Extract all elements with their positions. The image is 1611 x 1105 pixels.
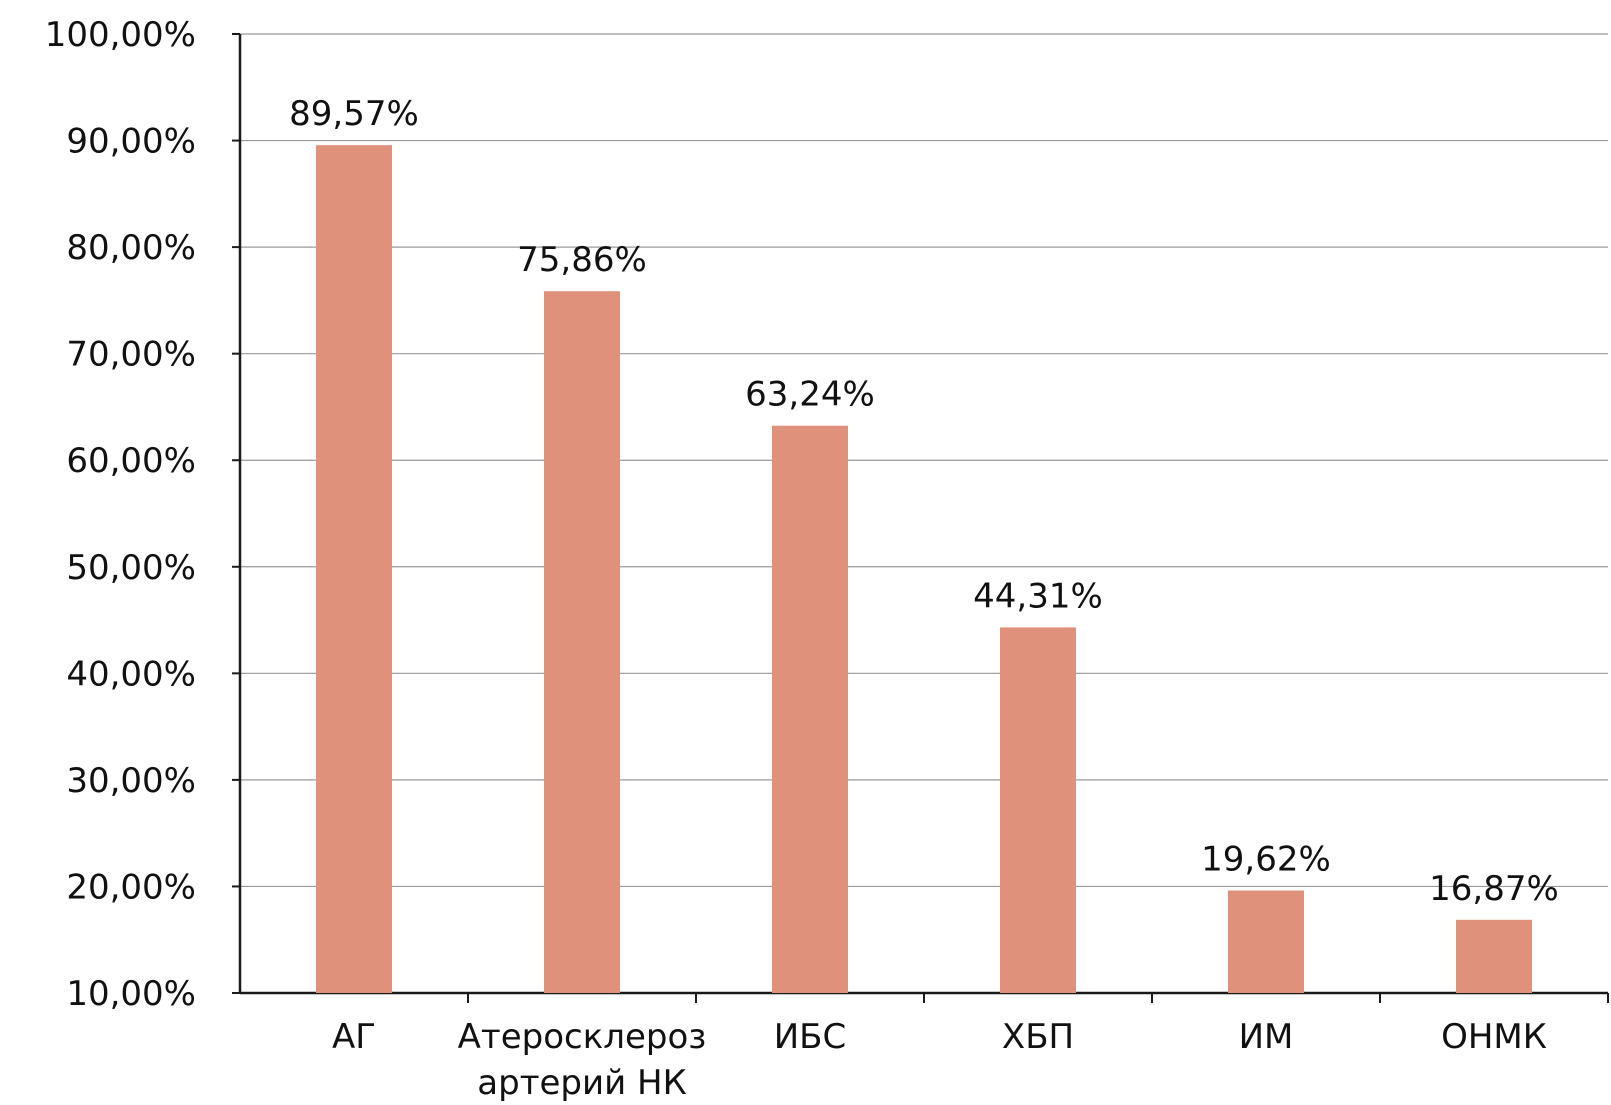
data-label: 89,57% (289, 94, 419, 134)
data-label: 63,24% (745, 375, 875, 415)
data-label: 16,87% (1429, 869, 1559, 909)
bar (772, 425, 848, 993)
x-category-label: Атеросклероз (458, 1017, 707, 1057)
data-label: 44,31% (973, 576, 1103, 616)
x-category-label: артерий НК (477, 1063, 686, 1103)
bar (1456, 919, 1532, 993)
y-tick-label: 60,00% (66, 441, 196, 481)
y-tick-label: 70,00% (66, 335, 196, 375)
x-category-label: ИМ (1239, 1017, 1294, 1057)
x-category-label: ИБС (774, 1017, 847, 1057)
x-category-label: АГ (332, 1017, 376, 1057)
y-tick-label: 20,00% (66, 867, 196, 907)
y-tick-label: 40,00% (66, 654, 196, 694)
data-label: 19,62% (1201, 839, 1331, 879)
y-tick-label: 30,00% (66, 761, 196, 801)
y-tick-label: 100,00% (45, 15, 196, 55)
y-tick-label: 50,00% (66, 548, 196, 588)
bar (316, 145, 392, 993)
bar (544, 291, 620, 993)
bar (1228, 890, 1304, 993)
bars (316, 145, 1532, 993)
y-tick-label: 80,00% (66, 228, 196, 268)
y-tick-label: 90,00% (66, 122, 196, 162)
bar (1000, 627, 1076, 993)
grid-lines (240, 33, 1608, 888)
x-category-label: ОНМК (1441, 1017, 1547, 1057)
x-category-label: ХБП (1002, 1017, 1074, 1057)
axes (232, 33, 1609, 1003)
data-label: 75,86% (517, 240, 647, 280)
y-tick-label: 10,00% (66, 974, 196, 1014)
labels: 10,00% 20,00% 30,00% 40,00% 50,00% 60,00% 70,0… (45, 15, 1559, 1103)
